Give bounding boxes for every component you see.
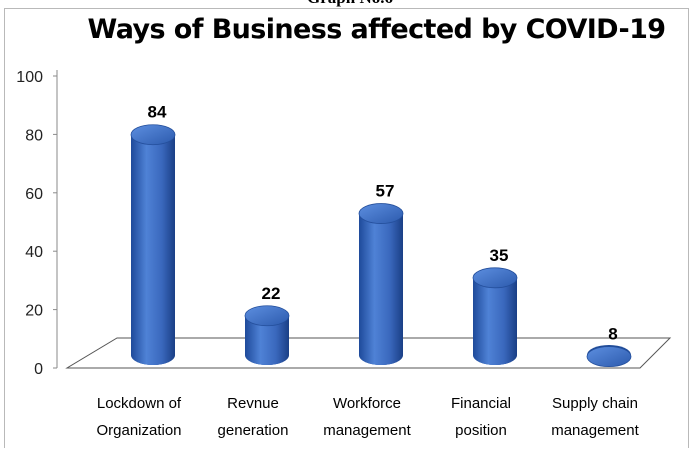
bar-cap — [244, 305, 290, 327]
data-label: 57 — [376, 182, 395, 201]
y-tick-label: 80 — [25, 127, 43, 144]
chart-floor — [65, 337, 672, 369]
category-label: Workforce — [333, 395, 401, 412]
graph-caption: Graph No.6 — [270, 0, 430, 8]
bar-body — [359, 213, 403, 365]
chart-title: Ways of Business affected by COVID-19 — [87, 14, 667, 45]
bar-cap — [586, 346, 632, 368]
category-label: Organization — [96, 422, 181, 439]
bar-body — [131, 134, 175, 365]
bar — [472, 267, 518, 365]
data-label: 8 — [608, 325, 617, 344]
data-label: 22 — [262, 284, 281, 303]
data-label: 84 — [148, 103, 167, 122]
y-tick-label: 60 — [25, 186, 43, 203]
category-label: Supply chain — [552, 395, 638, 412]
y-tick-label: 100 — [16, 69, 43, 86]
y-tick-label: 0 — [34, 361, 43, 378]
bar-cap — [472, 267, 518, 289]
bar — [586, 345, 632, 368]
category-label: management — [323, 422, 411, 439]
chart-frame — [4, 8, 689, 448]
category-label: position — [455, 422, 507, 439]
bar-body — [245, 315, 289, 365]
category-label: Financial — [451, 395, 511, 412]
category-label: generation — [218, 422, 289, 439]
bar-body — [473, 277, 517, 365]
bar — [130, 124, 176, 365]
bar — [244, 305, 290, 365]
bar — [358, 203, 404, 365]
bar-cap — [130, 124, 176, 146]
category-label: Revnue — [227, 395, 279, 412]
y-tick-label: 40 — [25, 244, 43, 261]
category-label: Lockdown of — [97, 395, 182, 412]
data-label: 35 — [490, 246, 509, 265]
category-label: management — [551, 422, 639, 439]
bar-cap — [358, 203, 404, 224]
y-tick-label: 20 — [25, 303, 43, 320]
